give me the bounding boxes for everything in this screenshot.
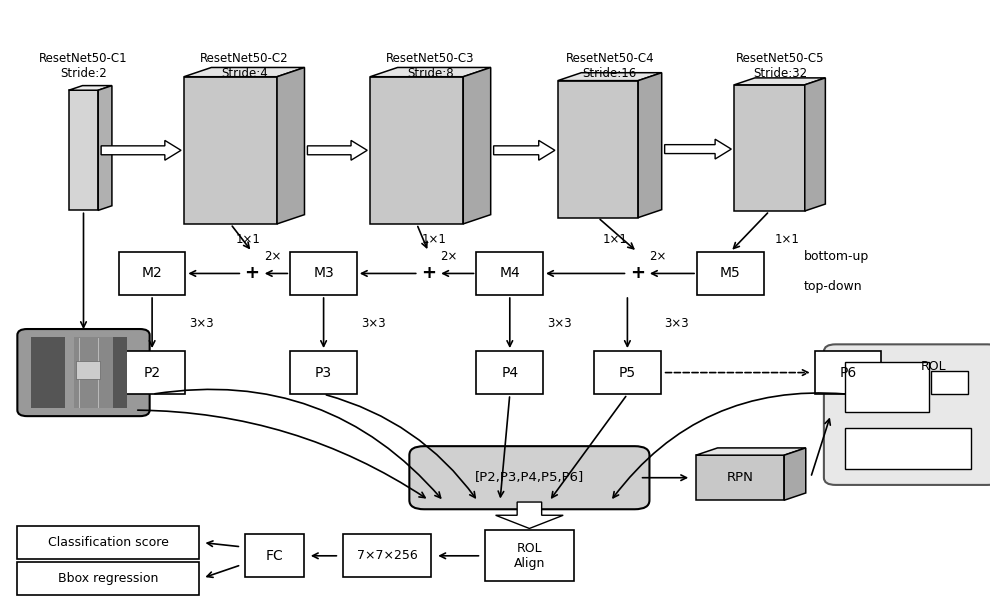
Bar	[697, 252, 764, 295]
Polygon shape	[101, 140, 181, 160]
Text: 3×3: 3×3	[189, 316, 214, 330]
Polygon shape	[69, 86, 112, 90]
Polygon shape	[307, 140, 367, 160]
Text: 2×: 2×	[649, 250, 666, 263]
Polygon shape	[494, 140, 555, 160]
Polygon shape	[558, 81, 638, 218]
Text: Classification score: Classification score	[48, 536, 168, 549]
Polygon shape	[665, 139, 731, 159]
Text: 1×1: 1×1	[235, 233, 260, 246]
FancyBboxPatch shape	[824, 345, 999, 485]
Bar	[476, 351, 543, 394]
Text: ResetNet50-C4
Stride:16: ResetNet50-C4 Stride:16	[565, 52, 654, 80]
Bar	[93, 337, 127, 408]
Text: +: +	[245, 264, 260, 283]
Text: P2: P2	[144, 365, 161, 379]
Bar	[17, 526, 199, 559]
Text: Bbox regression: Bbox regression	[58, 571, 158, 585]
Bar	[290, 351, 357, 394]
Polygon shape	[734, 78, 825, 85]
Text: 2×: 2×	[264, 250, 281, 263]
Text: 3×3: 3×3	[361, 316, 385, 330]
Text: M3: M3	[313, 267, 334, 281]
Text: M2: M2	[142, 267, 162, 281]
Text: FC: FC	[266, 549, 283, 563]
Polygon shape	[370, 77, 463, 224]
Polygon shape	[184, 67, 304, 77]
Text: +: +	[630, 264, 645, 283]
Bar	[845, 362, 929, 412]
Polygon shape	[734, 85, 805, 211]
Bar	[245, 534, 304, 577]
Text: [P2,P3,P4,P5,P6]: [P2,P3,P4,P5,P6]	[475, 471, 584, 484]
Polygon shape	[98, 86, 112, 210]
Bar	[31, 337, 65, 408]
Bar	[485, 530, 574, 581]
Bar	[119, 351, 185, 394]
Polygon shape	[805, 78, 825, 211]
Text: RPN: RPN	[727, 471, 754, 484]
Text: 3×3: 3×3	[665, 316, 689, 330]
Bar	[931, 371, 968, 394]
Bar	[119, 252, 185, 295]
Text: P6: P6	[839, 365, 857, 379]
Bar	[17, 562, 199, 595]
Text: 1×1: 1×1	[774, 233, 799, 246]
Bar	[815, 351, 881, 394]
Polygon shape	[696, 448, 806, 455]
Text: 3×3: 3×3	[547, 316, 572, 330]
Text: P4: P4	[501, 365, 518, 379]
Text: M4: M4	[499, 267, 520, 281]
Polygon shape	[558, 73, 662, 81]
Polygon shape	[496, 502, 563, 528]
Bar	[76, 360, 100, 379]
FancyBboxPatch shape	[17, 329, 150, 416]
Polygon shape	[696, 455, 784, 500]
Text: +: +	[421, 264, 436, 283]
Polygon shape	[277, 67, 304, 224]
Bar	[594, 351, 661, 394]
Text: P3: P3	[315, 365, 332, 379]
Bar	[343, 534, 431, 577]
Text: bottom-up: bottom-up	[804, 249, 869, 262]
Text: 1×1: 1×1	[603, 233, 628, 246]
Text: ResetNet50-C2
Stride:4: ResetNet50-C2 Stride:4	[200, 52, 289, 80]
Polygon shape	[69, 90, 98, 210]
Text: 1×1: 1×1	[422, 233, 446, 246]
Text: ROL: ROL	[920, 360, 946, 373]
Bar	[476, 252, 543, 295]
Text: M5: M5	[720, 267, 741, 281]
FancyBboxPatch shape	[409, 446, 649, 509]
Bar	[845, 428, 971, 469]
Text: ResetNet50-C3
Stride:8: ResetNet50-C3 Stride:8	[386, 52, 475, 80]
Text: ResetNet50-C5
Stride:32: ResetNet50-C5 Stride:32	[736, 52, 825, 80]
Bar	[74, 337, 113, 408]
Text: P5: P5	[619, 365, 636, 379]
Polygon shape	[463, 67, 491, 224]
Text: ROL
Align: ROL Align	[514, 542, 545, 570]
Polygon shape	[784, 448, 806, 500]
Text: 7×7×256: 7×7×256	[357, 549, 418, 562]
Polygon shape	[184, 77, 277, 224]
Text: ResetNet50-C1
Stride:2: ResetNet50-C1 Stride:2	[39, 52, 128, 80]
Bar	[290, 252, 357, 295]
Text: top-down: top-down	[804, 280, 862, 292]
Text: 2×: 2×	[440, 250, 458, 263]
Polygon shape	[370, 67, 491, 77]
Polygon shape	[638, 73, 662, 218]
